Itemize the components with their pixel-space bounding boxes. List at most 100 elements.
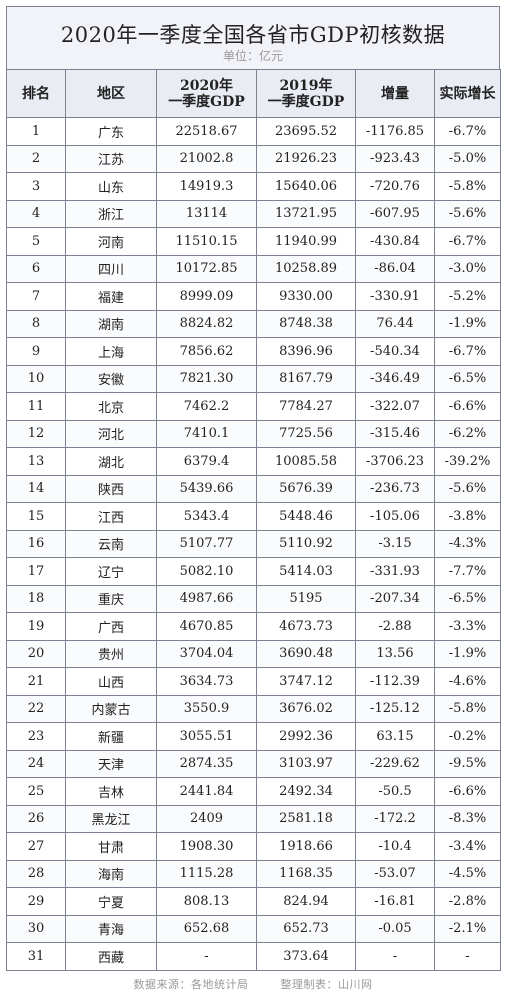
cell-gdp2019: 5676.39	[256, 474, 356, 503]
cell-rank: 3	[6, 172, 66, 201]
cell-growth: -5.2%	[434, 282, 501, 311]
table-row: 14 陕西 5439.66 5676.39 -236.73 -5.6%	[6, 474, 501, 503]
cell-growth: -4.3%	[434, 529, 501, 558]
cell-gdp2019: 5110.92	[256, 529, 356, 558]
cell-rank: 16	[6, 529, 66, 558]
cell-rank: 31	[6, 942, 66, 971]
cell-gdp2019: 3747.12	[256, 667, 356, 696]
cell-region: 河南	[65, 227, 157, 256]
cell-region: 安徽	[65, 364, 157, 393]
cell-growth: -5.8%	[434, 694, 501, 723]
cell-gdp2019: 8396.96	[256, 337, 356, 366]
cell-region: 甘肃	[65, 832, 157, 861]
cell-gdp2020: 2409	[156, 804, 257, 833]
cell-rank: 22	[6, 694, 66, 723]
table-row: 13 湖北 6379.4 10085.58 -3706.23 -39.2%	[6, 447, 501, 476]
cell-growth: -8.3%	[434, 804, 501, 833]
cell-rank: 12	[6, 419, 66, 448]
table-row: 24 天津 2874.35 3103.97 -229.62 -9.5%	[6, 749, 501, 778]
cell-gdp2019: 9330.00	[256, 282, 356, 311]
cell-growth: -6.7%	[434, 227, 501, 256]
page-title: 2020年一季度全国各省市GDP初核数据	[60, 23, 446, 47]
cell-gdp2020: 652.68	[156, 914, 257, 943]
cell-region: 广西	[65, 612, 157, 641]
cell-rank: 25	[6, 777, 66, 806]
cell-gdp2020: 22518.67	[156, 117, 257, 146]
table-row: 31 西藏 -373.64- -	[6, 942, 501, 971]
cell-rank: 24	[6, 749, 66, 778]
cell-region: 广东	[65, 117, 157, 146]
cell-region: 贵州	[65, 639, 157, 668]
footer: 数据来源：各地统计局 整理制表：山川网	[6, 976, 500, 992]
table-row: 20 贵州 3704.04 3690.48 13.56 -1.9%	[6, 639, 501, 668]
cell-rank: 18	[6, 584, 66, 613]
cell-gdp2019: 3103.97	[256, 749, 356, 778]
cell-change: -1176.85	[355, 117, 435, 146]
header-region: 地区	[65, 69, 157, 118]
cell-gdp2019: 15640.06	[256, 172, 356, 201]
cell-growth: -5.0%	[434, 144, 501, 173]
cell-rank: 14	[6, 474, 66, 503]
cell-gdp2020: 14919.3	[156, 172, 257, 201]
table-row: 22 内蒙古 3550.9 3676.02 -125.12 -5.8%	[6, 694, 501, 723]
cell-growth: -0.2%	[434, 722, 501, 751]
cell-gdp2020: 7410.1	[156, 419, 257, 448]
table-row: 6 四川 10172.85 10258.89 -86.04 -3.0%	[6, 254, 501, 283]
cell-rank: 8	[6, 309, 66, 338]
cell-gdp2019: 1918.66	[256, 832, 356, 861]
cell-gdp2019: 5195	[256, 584, 356, 613]
cell-gdp2019: 2581.18	[256, 804, 356, 833]
cell-gdp2020: 7462.2	[156, 392, 257, 421]
cell-rank: 17	[6, 557, 66, 586]
cell-rank: 23	[6, 722, 66, 751]
cell-rank: 1	[6, 117, 66, 146]
cell-change: 76.44	[355, 309, 435, 338]
cell-change: -346.49	[355, 364, 435, 393]
cell-region: 重庆	[65, 584, 157, 613]
cell-growth: -	[434, 942, 501, 971]
table-row: 7 福建 8999.09 9330.00 -330.91 -5.2%	[6, 282, 501, 311]
cell-gdp2020: 1115.28	[156, 859, 257, 888]
cell-gdp2020: 11510.15	[156, 227, 257, 256]
header-gdp-2019: 2019年 一季度GDP	[256, 69, 356, 118]
cell-gdp2019: 7725.56	[256, 419, 356, 448]
cell-region: 宁夏	[65, 887, 157, 916]
cell-gdp2020: 13114	[156, 199, 257, 228]
cell-change: -105.06	[355, 502, 435, 531]
unit-label: 单位：亿元	[222, 49, 283, 63]
cell-gdp2020: 808.13	[156, 887, 257, 916]
cell-change: -50.5	[355, 777, 435, 806]
cell-region: 青海	[65, 914, 157, 943]
cell-gdp2019: 373.64	[256, 942, 356, 971]
cell-rank: 29	[6, 887, 66, 916]
cell-region: 黑龙江	[65, 804, 157, 833]
cell-growth: -6.5%	[434, 364, 501, 393]
cell-rank: 28	[6, 859, 66, 888]
cell-growth: -6.7%	[434, 117, 501, 146]
cell-rank: 5	[6, 227, 66, 256]
cell-change: -3.15	[355, 529, 435, 558]
cell-change: -0.05	[355, 914, 435, 943]
cell-rank: 11	[6, 392, 66, 421]
cell-rank: 13	[6, 447, 66, 476]
cell-gdp2019: 5414.03	[256, 557, 356, 586]
cell-gdp2019: 2992.36	[256, 722, 356, 751]
cell-region: 西藏	[65, 942, 157, 971]
table-row: 2 江苏 21002.8 21926.23 -923.43 -5.0%	[6, 144, 501, 173]
cell-change: -315.46	[355, 419, 435, 448]
cell-region: 海南	[65, 859, 157, 888]
cell-growth: -2.1%	[434, 914, 501, 943]
cell-growth: -2.8%	[434, 887, 501, 916]
table-row: 4 浙江 13114 13721.95 -607.95 -5.6%	[6, 199, 501, 228]
cell-growth: -4.6%	[434, 667, 501, 696]
cell-growth: -3.8%	[434, 502, 501, 531]
cell-growth: -6.6%	[434, 777, 501, 806]
cell-change: -16.81	[355, 887, 435, 916]
cell-gdp2020: 5343.4	[156, 502, 257, 531]
cell-rank: 21	[6, 667, 66, 696]
cell-growth: -39.2%	[434, 447, 501, 476]
header-rank: 排名	[6, 69, 66, 118]
cell-gdp2019: 10258.89	[256, 254, 356, 283]
cell-rank: 4	[6, 199, 66, 228]
cell-gdp2020: 10172.85	[156, 254, 257, 283]
